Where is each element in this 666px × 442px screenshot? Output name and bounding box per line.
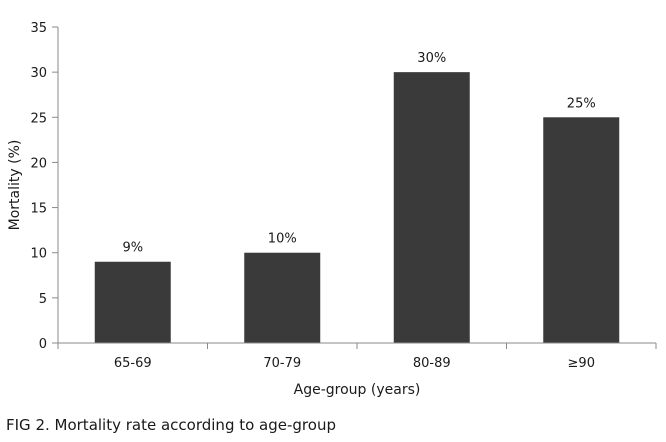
- x-axis: 65-69 70-79 80-89 ≥90: [57, 342, 657, 371]
- figure-caption: FIG 2. Mortality rate according to age-g…: [6, 416, 336, 434]
- bar: [244, 252, 321, 343]
- x-axis-title: Age-group (years): [294, 382, 421, 398]
- data-label: 10%: [268, 232, 297, 247]
- x-tick-label: ≥90: [568, 356, 595, 371]
- y-tick-label: 10: [30, 247, 47, 262]
- y-tick-label: 30: [30, 66, 47, 81]
- x-tick-label: 80-89: [413, 356, 451, 371]
- y-axis-title: Mortality (%): [7, 140, 23, 231]
- y-tick-label: 25: [30, 111, 47, 126]
- chart: 0 5 10 15 20 25 30 35 9% 10% 30% 25% 65-69 70-79 80-…: [7, 21, 657, 398]
- bar: [94, 261, 171, 343]
- data-label: 25%: [567, 96, 596, 111]
- y-axis: 0 5 10 15 20 25 30 35: [30, 21, 59, 352]
- bars: 9% 10% 30% 25%: [94, 51, 620, 344]
- y-tick-label: 35: [30, 21, 47, 36]
- bar: [393, 72, 470, 344]
- data-label: 30%: [417, 51, 446, 66]
- bar: [543, 117, 620, 344]
- y-tick-label: 20: [30, 156, 47, 171]
- x-tick-label: 65-69: [114, 356, 152, 371]
- data-label: 9%: [122, 241, 143, 256]
- y-tick-label: 5: [39, 292, 47, 307]
- x-tick-label: 70-79: [263, 356, 301, 371]
- y-tick-label: 15: [30, 202, 47, 217]
- y-tick-label: 0: [39, 337, 47, 352]
